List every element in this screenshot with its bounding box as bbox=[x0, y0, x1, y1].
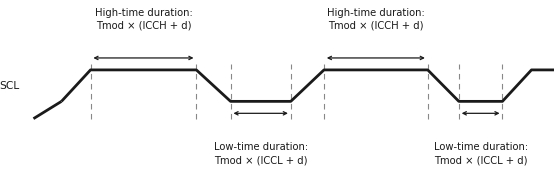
Text: High-time duration:
Tmod × (ICCH + d): High-time duration: Tmod × (ICCH + d) bbox=[327, 8, 425, 31]
Text: High-time duration:
Tmod × (ICCH + d): High-time duration: Tmod × (ICCH + d) bbox=[94, 8, 193, 31]
Text: SCL: SCL bbox=[0, 81, 20, 91]
Text: Low-time duration:
Tmod × (ICCL + d): Low-time duration: Tmod × (ICCL + d) bbox=[433, 142, 528, 165]
Text: Low-time duration:
Tmod × (ICCL + d): Low-time duration: Tmod × (ICCL + d) bbox=[214, 142, 307, 165]
